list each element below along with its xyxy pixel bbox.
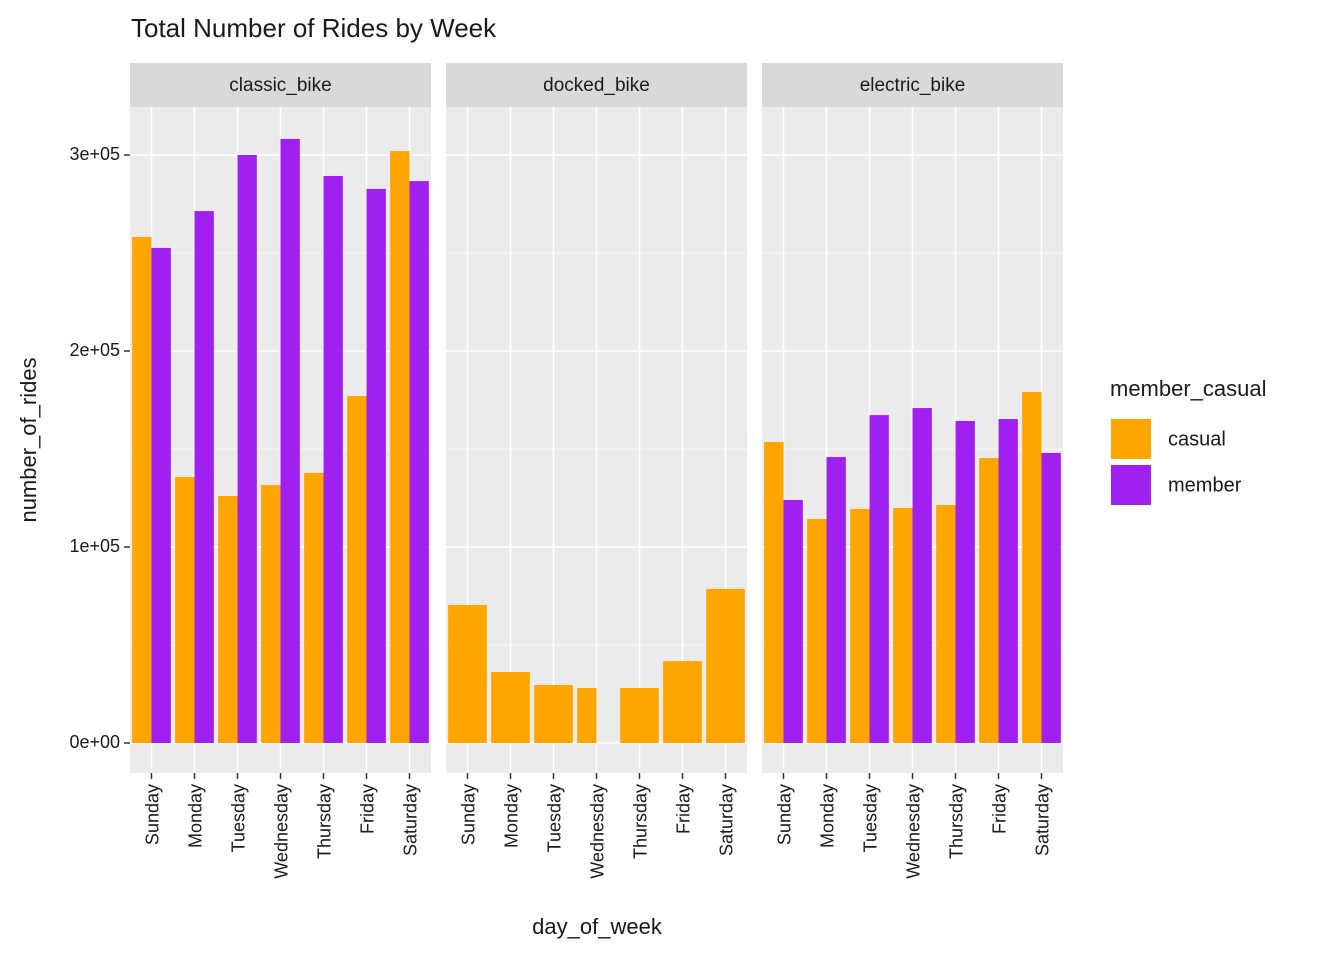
- x-tick-label: Friday: [673, 784, 693, 834]
- strip: [130, 63, 431, 107]
- bar: [280, 138, 300, 744]
- strip-label: classic_bike: [229, 75, 331, 96]
- bar: [783, 499, 803, 744]
- y-tick-label: 1e+05: [69, 536, 120, 556]
- x-tick-label: Monday: [501, 784, 521, 848]
- legend-key: [1109, 463, 1153, 507]
- x-tick-label: Wednesday: [903, 784, 923, 879]
- legend-key: [1109, 417, 1153, 461]
- bar: [323, 175, 343, 744]
- x-tick-label: Sunday: [142, 784, 162, 845]
- bar: [194, 211, 214, 744]
- x-tick-label: Thursday: [946, 784, 966, 859]
- x-tick-label: Sunday: [774, 784, 794, 845]
- x-tick-label: Friday: [357, 784, 377, 834]
- y-axis-label: number_of_rides: [16, 357, 41, 522]
- bar: [912, 408, 932, 744]
- bar: [764, 441, 784, 744]
- bar: [706, 588, 745, 744]
- chart-title: Total Number of Rides by Week: [131, 13, 497, 43]
- bar: [955, 420, 975, 744]
- x-tick-label: Wednesday: [587, 784, 607, 879]
- strip: [446, 63, 747, 107]
- bar: [448, 605, 487, 744]
- strip-label: docked_bike: [543, 75, 650, 96]
- bar: [979, 458, 999, 744]
- y-tick-label: 3e+05: [69, 144, 120, 164]
- bar: [237, 155, 257, 744]
- legend-label: member: [1168, 474, 1242, 496]
- bar: [998, 419, 1018, 744]
- strip: [762, 63, 1063, 107]
- x-tick-label: Tuesday: [544, 784, 564, 852]
- x-tick-label: Thursday: [314, 784, 334, 859]
- bar: [620, 687, 659, 744]
- bar: [1041, 452, 1061, 744]
- bar: [218, 496, 238, 744]
- y-tick-label: 0e+00: [69, 732, 120, 752]
- x-tick-label: Saturday: [1032, 784, 1052, 856]
- legend-label: casual: [1168, 428, 1226, 450]
- bar: [893, 508, 913, 744]
- bar: [826, 457, 846, 744]
- x-tick-label: Tuesday: [228, 784, 248, 852]
- x-tick-label: Thursday: [630, 784, 650, 859]
- bar: [151, 247, 171, 744]
- x-tick-label: Sunday: [458, 784, 478, 845]
- bar: [663, 661, 702, 744]
- bar: [409, 181, 429, 744]
- bar: [261, 485, 281, 744]
- bar: [936, 505, 956, 744]
- x-axis-label: day_of_week: [532, 914, 663, 939]
- y-tick-label: 2e+05: [69, 340, 120, 360]
- bar: [1022, 391, 1042, 744]
- x-tick-label: Monday: [185, 784, 205, 848]
- bar: [869, 415, 889, 744]
- x-tick-label: Friday: [989, 784, 1009, 834]
- legend-title: member_casual: [1110, 376, 1267, 401]
- x-tick-label: Wednesday: [271, 784, 291, 879]
- x-tick-label: Saturday: [400, 784, 420, 856]
- bar: [132, 236, 152, 744]
- bar: [347, 396, 367, 744]
- bar: [491, 672, 530, 744]
- bar: [366, 188, 386, 744]
- bar: [807, 518, 827, 744]
- x-tick-label: Tuesday: [860, 784, 880, 852]
- x-tick-label: Saturday: [716, 784, 736, 856]
- bar: [577, 687, 597, 744]
- strip-label: electric_bike: [860, 75, 966, 96]
- bar: [534, 684, 573, 744]
- x-tick-label: Monday: [817, 784, 837, 848]
- bar: [175, 477, 195, 744]
- bar: [304, 472, 324, 744]
- bar: [850, 508, 870, 744]
- bar: [390, 151, 410, 744]
